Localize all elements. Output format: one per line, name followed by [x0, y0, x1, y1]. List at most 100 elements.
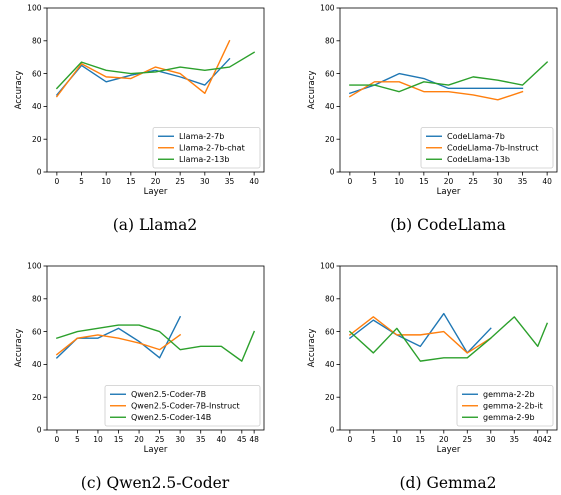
- x-tick-label: 10: [101, 177, 111, 186]
- series-line-1: [55, 315, 182, 359]
- x-tick-label: 45: [237, 435, 247, 444]
- y-tick-label: 60: [325, 327, 335, 336]
- series-line-2: [348, 316, 492, 354]
- series-line-3: [55, 324, 256, 362]
- y-tick-label: 60: [325, 69, 335, 78]
- y-tick-label: 20: [325, 393, 335, 402]
- y-axis-title: Accuracy: [307, 329, 317, 368]
- legend: CodeLlama-7b CodeLlama-7b-Instruct CodeLla…: [420, 127, 554, 169]
- y-tick-label: 60: [32, 327, 42, 336]
- x-tick-label: 20: [444, 177, 454, 186]
- x-tick-label: 0: [347, 435, 352, 444]
- axes-frame: [339, 265, 558, 431]
- y-axis-title: Accuracy: [307, 71, 317, 110]
- y-tick-label: 100: [27, 4, 42, 13]
- legend-label: CodeLlama-7b-Instruct: [447, 144, 538, 153]
- legend-box: [420, 127, 554, 169]
- y-tick-label: 60: [32, 69, 42, 78]
- x-tick-label: 35: [509, 435, 519, 444]
- legend-box: [152, 127, 261, 169]
- y-tick-label: 20: [32, 135, 42, 144]
- x-tick-label: 15: [114, 435, 124, 444]
- y-tick-label: 100: [320, 262, 335, 271]
- y-tick-label: 40: [32, 102, 42, 111]
- panel-3: 0 5 10 15 20 25 30 35 40 45 48 0 20 40 60 80 100 Layer Acc…: [14, 262, 265, 492]
- series-line-3: [349, 61, 549, 93]
- legend-label: gemma-2-9b: [483, 413, 535, 422]
- x-tick-label: 40: [533, 435, 543, 444]
- y-tick-label: 80: [325, 37, 335, 46]
- x-tick-label: 0: [347, 177, 352, 186]
- legend-label: Qwen2.5-Coder-7B: [131, 390, 206, 399]
- series-line-2: [55, 39, 231, 98]
- legend-label: Qwen2.5-Coder-7B-Instruct: [131, 402, 240, 411]
- y-tick-label: 100: [27, 262, 42, 271]
- legend-box: [456, 385, 554, 427]
- legend-label: gemma-2-2b: [483, 390, 535, 399]
- x-tick-label: 5: [371, 435, 376, 444]
- y-tick-label: 40: [32, 360, 42, 369]
- x-axis-title: Layer: [437, 187, 461, 197]
- legend-label: Qwen2.5-Coder-14B: [131, 413, 211, 422]
- series-line-2: [348, 81, 524, 101]
- y-tick-label: 0: [330, 426, 335, 435]
- x-tick-label: 30: [175, 435, 185, 444]
- x-tick-label: 30: [493, 177, 503, 186]
- series-line-3: [348, 316, 549, 362]
- y-tick-label: 0: [330, 168, 335, 177]
- x-tick-label: 35: [196, 435, 206, 444]
- legend-box: [104, 385, 261, 427]
- y-tick-label: 80: [32, 295, 42, 304]
- panel-caption: (d) Gemma2: [400, 474, 497, 492]
- x-tick-label: 20: [439, 435, 449, 444]
- y-tick-label: 40: [325, 102, 335, 111]
- axes-frame: [46, 265, 265, 431]
- legend-label: Llama-2-13b: [179, 155, 229, 164]
- y-tick-label: 20: [32, 393, 42, 402]
- panel-1: 0 5 10 15 20 25 30 35 40 0 20 40 60 80 100 Layer Accurac…: [14, 4, 265, 234]
- x-tick-label: 40: [542, 177, 552, 186]
- x-tick-label: 30: [200, 177, 210, 186]
- x-tick-label: 35: [225, 177, 235, 186]
- x-axis-title: Layer: [144, 445, 168, 455]
- x-tick-label: 15: [126, 177, 136, 186]
- panel-4: 0 5 10 15 20 25 30 35 40 42020406080100LayerAccur…: [307, 262, 558, 492]
- x-tick-label: 10: [392, 435, 402, 444]
- x-tick-label: 40: [249, 177, 259, 186]
- x-tick-label: 25: [463, 435, 473, 444]
- x-tick-label: 0: [54, 177, 59, 186]
- x-tick-label: 0: [54, 435, 59, 444]
- series-line-2: [55, 333, 182, 356]
- x-tick-label: 15: [419, 177, 429, 186]
- legend: gemma-2-2b gemma-2-2b-it gemma-2-9b: [456, 385, 554, 427]
- panel-caption: (a) Llama2: [113, 216, 198, 234]
- legend: Qwen2.5-Coder-7B Qwen2.5-Coder-7B-Instruc…: [104, 385, 261, 427]
- x-tick-label: 42: [542, 435, 552, 444]
- x-tick-label: 5: [75, 435, 80, 444]
- x-tick-label: 5: [79, 177, 84, 186]
- x-tick-label: 25: [155, 435, 165, 444]
- series-line-3: [55, 51, 256, 90]
- x-tick-label: 20: [134, 435, 144, 444]
- x-tick-label: 48: [249, 435, 259, 444]
- x-tick-label: 40: [216, 435, 226, 444]
- y-tick-label: 0: [37, 168, 42, 177]
- y-tick-label: 0: [37, 426, 42, 435]
- y-tick-label: 80: [325, 295, 335, 304]
- y-tick-label: 40: [325, 360, 335, 369]
- x-tick-label: 25: [175, 177, 185, 186]
- x-tick-label: 10: [394, 177, 404, 186]
- x-tick-label: 30: [486, 435, 496, 444]
- legend-label: CodeLlama-7b: [447, 132, 505, 141]
- legend-label: gemma-2-2b-it: [483, 402, 543, 411]
- panel-caption: (b) CodeLlama: [390, 216, 506, 234]
- legend: Llama-2-7b Llama-2-7b-chat Llama-2-13b: [152, 127, 261, 169]
- x-tick-label: 20: [151, 177, 161, 186]
- x-axis-title: Layer: [437, 445, 461, 455]
- x-tick-label: 25: [468, 177, 478, 186]
- y-axis-title: Accuracy: [14, 71, 24, 110]
- x-tick-label: 10: [93, 435, 103, 444]
- y-tick-label: 80: [32, 37, 42, 46]
- panel-2: 0 5 10 15 20 25 30 35 40 0 20 40 60 80 100 Layer Accurac…: [307, 4, 558, 234]
